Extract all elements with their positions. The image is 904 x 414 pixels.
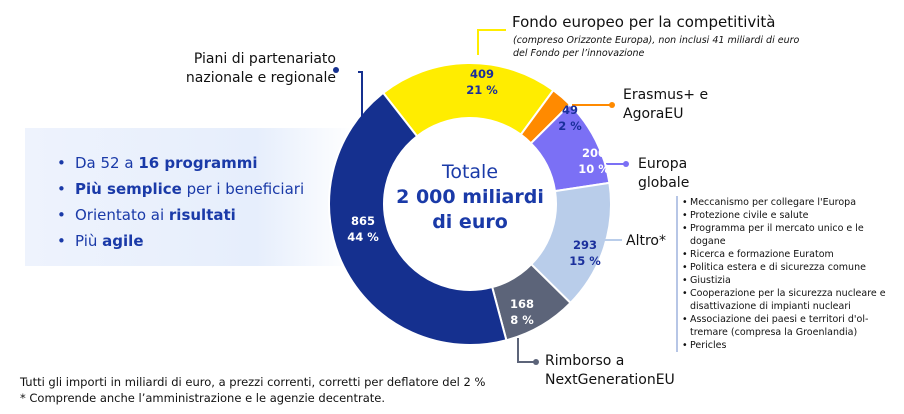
label-altro: Altro* xyxy=(626,233,666,249)
altro-item: Meccanismo per collegare l'Europa xyxy=(682,196,900,209)
leader-dot xyxy=(623,161,629,167)
footnotes: Tutti gli importi in miliardi di euro, a… xyxy=(20,374,485,406)
label-europa: Europa globale xyxy=(638,156,690,191)
altro-item: Pericles xyxy=(682,339,900,352)
altro-item: Programma per il mercato unico e le doga… xyxy=(682,222,900,248)
segment-label-europa: 200 10 % xyxy=(578,146,610,176)
bullet-item: Orientato ai risultati xyxy=(57,202,355,228)
altro-item: Giustizia xyxy=(682,274,900,287)
label-fondo-note: (compreso Orizzonte Europa), non inclusi… xyxy=(513,35,800,59)
leader-fondo xyxy=(477,29,506,55)
bullet-item: Più agile xyxy=(57,228,355,254)
leader-piani xyxy=(358,71,363,120)
label-rimborso: Rimborso a NextGenerationEU xyxy=(545,353,675,388)
label-erasmus: Erasmus+ e AgoraEU xyxy=(623,87,709,122)
donut-slice xyxy=(328,91,508,346)
label-piani: Piani di partenariato nazionale e region… xyxy=(185,51,336,86)
leader-dot xyxy=(333,67,339,73)
altro-list: Meccanismo per collegare l'Europa Protez… xyxy=(676,196,900,352)
total-label: Totale 2 000 miliardi di euro xyxy=(396,161,544,233)
altro-item: Ricerca e formazione Euratom xyxy=(682,248,900,261)
segment-label-piani: 865 44 % xyxy=(347,214,379,244)
footnote: Tutti gli importi in miliardi di euro, a… xyxy=(20,375,486,389)
segment-label-fondo: 409 21 % xyxy=(466,67,498,97)
label-fondo: Fondo europeo per la competitività xyxy=(512,13,776,31)
bullet-item: Da 52 a 16 programmi xyxy=(57,150,355,176)
altro-item: Associazione dei paesi e territori d'ol-… xyxy=(682,313,900,339)
segment-label-altro: 293 15 % xyxy=(569,238,601,268)
altro-item: Protezione civile e salute xyxy=(682,209,900,222)
leader-rimborso xyxy=(517,338,536,363)
altro-item: Cooperazione per la sicurezza nucleare e… xyxy=(682,287,900,313)
leader-dot xyxy=(609,102,615,108)
leader-dot xyxy=(533,359,539,365)
altro-item: Politica estera e di sicurezza comune xyxy=(682,261,900,274)
bullet-item: Più semplice per i beneficiari xyxy=(57,176,355,202)
highlights-box: Da 52 a 16 programmi Più semplice per i … xyxy=(25,128,355,266)
segment-label-erasmus: 49 2 % xyxy=(558,103,582,133)
segment-label-rimborso: 168 8 % xyxy=(509,297,534,327)
footnote: * Comprende anche l’amministrazione e le… xyxy=(20,391,385,405)
